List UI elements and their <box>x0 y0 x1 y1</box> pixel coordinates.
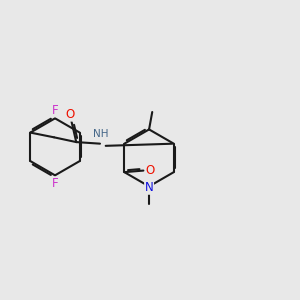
Text: O: O <box>146 164 155 177</box>
Text: O: O <box>65 108 74 121</box>
Text: NH: NH <box>93 129 109 139</box>
Text: N: N <box>145 181 153 194</box>
Text: F: F <box>52 104 58 117</box>
Text: F: F <box>52 177 58 190</box>
